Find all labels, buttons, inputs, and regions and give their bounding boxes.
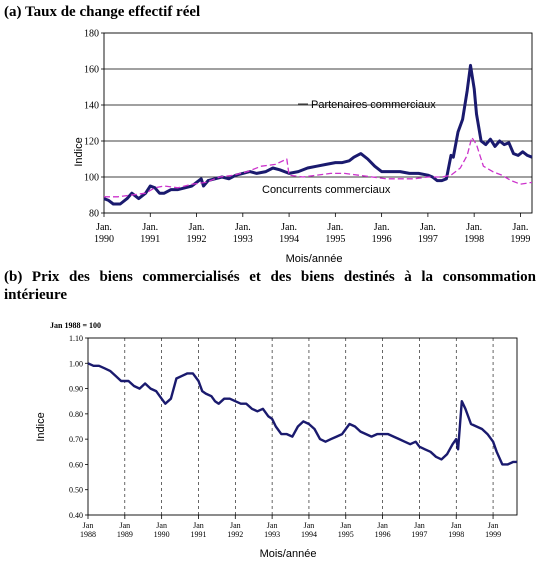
chart-b-x-tick-label-month: Jan [119, 521, 130, 530]
chart-a-x-tick-label-year: 1990 [94, 234, 114, 245]
chart-a-x-tick-label-month: Jan. [281, 222, 297, 233]
chart-b-x-tick-label-month: Jan [340, 521, 351, 530]
chart-b-x-tick-label-year: 1997 [411, 530, 427, 539]
chart-b-y-tick-label: 0.50 [69, 486, 83, 495]
chart-a-x-axis-label: Mois/année [286, 253, 343, 265]
chart-b-y-tick-label: 0.70 [69, 435, 83, 444]
chart-b-series-line [87, 362, 517, 466]
chart-b-x-tick-label-year: 1995 [338, 530, 354, 539]
chart-a-x-tick-label-month: Jan. [235, 222, 251, 233]
chart-a-x-tick-label-month: Jan. [466, 222, 482, 233]
chart-b-y-axis-label: Indice [35, 412, 47, 441]
chart-a-series [103, 63, 533, 206]
chart-b-x-tick-label-year: 1988 [80, 530, 96, 539]
chart-b-title: (b) Prix des biens commercialisés et des… [4, 269, 536, 303]
chart-a-x-tick-label-month: Jan. [513, 222, 529, 233]
chart-a-x-tick-label-year: 1992 [187, 234, 207, 245]
chart-a-series-partners-line [103, 63, 533, 206]
chart-a-gridlines [104, 68, 532, 178]
chart-b-x-axis-label: Mois/année [260, 548, 317, 560]
chart-a-x-tick-label-month: Jan. [374, 222, 390, 233]
chart-a-x-tick-label-year: 1996 [372, 234, 392, 245]
chart-a-x-tick-label-year: 1994 [279, 234, 299, 245]
chart-a-x-tick-label-month: Jan. [96, 222, 112, 233]
chart-b-gridlines [124, 338, 494, 515]
chart-a-series-competitors-line [104, 136, 533, 198]
chart-b-y-tick-label: 0.80 [69, 410, 83, 419]
chart-b-frame [87, 337, 518, 516]
chart-a-y-tick-label: 160 [84, 65, 99, 76]
chart-b-x-tick-label-year: 1998 [448, 530, 464, 539]
chart-b-x-tick-label-year: 1990 [154, 530, 170, 539]
chart-b-x-tick-label-month: Jan [377, 521, 388, 530]
chart-a-y-tick-label: 180 [84, 29, 99, 40]
chart-b-x-tick-label-month: Jan [156, 521, 167, 530]
chart-b-x-tick-label-year: 1996 [375, 530, 391, 539]
chart-b-x-tick-label-year: 1999 [485, 530, 501, 539]
chart-a-x-tick-label-year: 1993 [233, 234, 253, 245]
chart-b-x-tick-label-month: Jan [414, 521, 425, 530]
chart-b-y-tick-label: 1.10 [69, 334, 83, 343]
chart-b-x-ticks: Jan1988Jan1989Jan1990Jan1991Jan1992Jan19… [80, 515, 501, 539]
chart-a-x-tick-label-year: 1991 [140, 234, 160, 245]
chart-a-x-tick-label-year: 1997 [418, 234, 438, 245]
chart-a-y-tick-label: 140 [84, 101, 99, 112]
chart-b-y-ticks: 0.40 0.50 0.60 0.70 0.80 0.90 1.00 1.10 [69, 334, 88, 520]
chart-a-title: (a) Taux de change effectif réel [4, 4, 201, 20]
chart-a-x-tick-label-year: 1999 [510, 234, 530, 245]
chart-a-plot-border [103, 32, 533, 214]
chart-b-y-tick-label: 0.90 [69, 385, 83, 394]
chart-a-y-axis-label: Indice [73, 137, 85, 166]
chart-b-x-tick-label-year: 1991 [190, 530, 206, 539]
chart-b-x-tick-label-month: Jan [267, 521, 278, 530]
chart-a-x-tick-label-month: Jan. [142, 222, 158, 233]
chart-b-x-tick-label-year: 1989 [117, 530, 133, 539]
chart-b-x-tick-label-year: 1992 [227, 530, 243, 539]
chart-a-frame [103, 32, 533, 214]
chart-b-y-tick-label: 1.00 [69, 359, 83, 368]
chart-a-y-tick-label: 80 [89, 209, 99, 220]
chart-a-y-tick-label: 120 [84, 137, 99, 148]
chart-b-y-tick-label: 0.60 [69, 460, 83, 469]
chart-a-x-tick-label-year: 1998 [464, 234, 484, 245]
chart-b-x-tick-label-month: Jan [451, 521, 462, 530]
chart-a-x-tick-label-month: Jan. [189, 222, 205, 233]
chart-a-x-tick-label-year: 1995 [325, 234, 345, 245]
chart-a-annotation-competitors: Concurrents commerciaux [262, 184, 391, 196]
chart-b-x-tick-label-month: Jan [83, 521, 94, 530]
chart-b-plot-border [87, 337, 518, 516]
chart-a-y-ticks: 80 100 120 140 160 180 [84, 29, 104, 220]
chart-b-series [87, 362, 517, 466]
chart-b-x-tick-label-month: Jan [230, 521, 241, 530]
chart-a-x-tick-label-month: Jan. [420, 222, 436, 233]
chart-b-x-tick-label-year: 1994 [301, 530, 317, 539]
chart-b-x-tick-label-month: Jan [193, 521, 204, 530]
chart-b-x-tick-label-year: 1993 [264, 530, 280, 539]
chart-b-base-note: Jan 1988 = 100 [50, 321, 101, 330]
chart-a-x-ticks: Jan.1990Jan.1991Jan.1992Jan.1993Jan.1994… [94, 213, 530, 245]
chart-b-y-tick-label: 0.40 [69, 511, 83, 520]
chart-a-y-tick-label: 100 [84, 173, 99, 184]
chart-b-x-tick-label-month: Jan [488, 521, 499, 530]
chart-a-x-tick-label-month: Jan. [327, 222, 343, 233]
chart-b-x-tick-label-month: Jan [304, 521, 315, 530]
chart-a-annotation-partners: Partenaires commerciaux [311, 99, 436, 111]
